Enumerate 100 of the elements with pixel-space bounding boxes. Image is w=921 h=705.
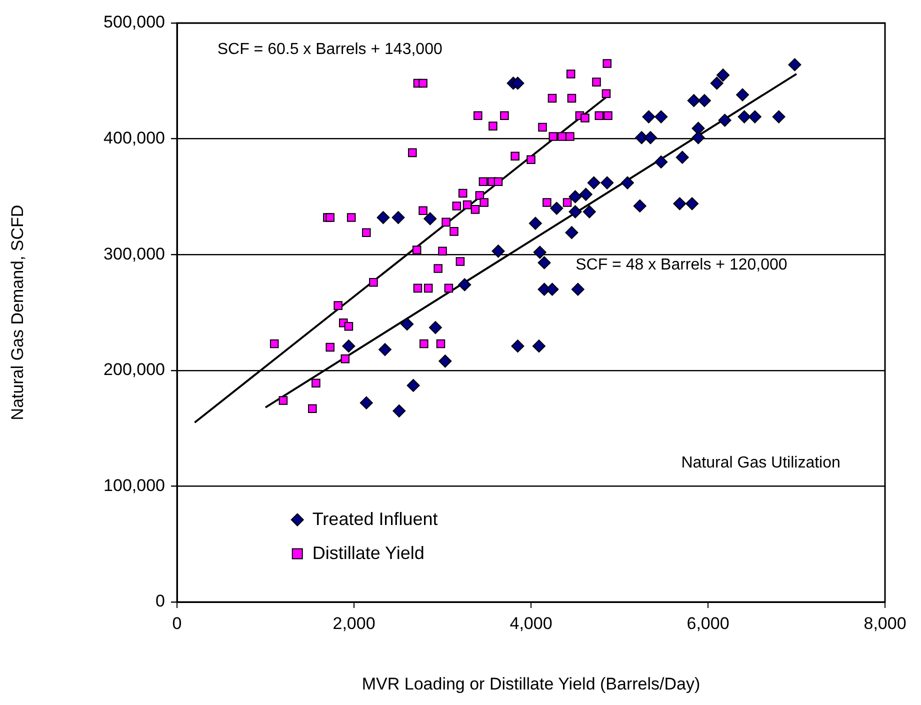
point — [526, 155, 536, 164]
point — [718, 114, 732, 127]
point — [346, 213, 356, 222]
point — [562, 198, 572, 207]
x-tick-label: 2,000 — [332, 614, 376, 633]
point — [676, 150, 689, 164]
point — [587, 176, 600, 190]
point — [538, 122, 547, 132]
point — [494, 177, 503, 186]
point — [458, 188, 468, 198]
point — [710, 76, 724, 90]
point — [424, 284, 433, 293]
point — [654, 155, 668, 168]
y-tick-label: 200,000 — [104, 360, 165, 380]
point — [600, 176, 614, 190]
point — [568, 205, 582, 218]
point — [392, 404, 406, 418]
point — [376, 211, 390, 224]
point — [748, 110, 762, 124]
x-tick-label: 6,000 — [686, 614, 730, 633]
x-tick-label: 0 — [172, 614, 182, 633]
point — [413, 284, 422, 293]
point — [420, 339, 428, 348]
point — [500, 111, 509, 120]
y-axis-title: Natural Gas Demand, SCFD — [8, 204, 27, 420]
point — [270, 339, 279, 348]
point — [788, 58, 802, 72]
y-tick-label: 400,000 — [104, 128, 165, 148]
point — [470, 205, 480, 214]
point — [312, 378, 320, 388]
point — [392, 211, 405, 224]
point — [428, 321, 442, 334]
point — [548, 132, 558, 141]
point — [418, 78, 428, 88]
point — [644, 131, 657, 144]
point — [566, 132, 574, 141]
point — [362, 228, 371, 237]
point — [360, 396, 373, 410]
point — [326, 213, 334, 222]
point — [480, 198, 488, 207]
point — [579, 188, 592, 201]
point — [452, 202, 462, 210]
y-tick-label: 0 — [156, 592, 165, 611]
x-tick-label: 4,000 — [510, 614, 552, 633]
point — [450, 227, 458, 236]
point — [633, 199, 646, 212]
point — [334, 301, 342, 310]
point — [692, 131, 705, 144]
point — [654, 110, 668, 124]
point — [692, 122, 705, 135]
point — [456, 257, 465, 266]
annotation: SCF = 48 x Barrels + 120,000 — [576, 256, 788, 274]
point — [511, 76, 524, 90]
point — [594, 111, 604, 120]
point — [716, 68, 730, 82]
point — [566, 70, 576, 78]
point — [565, 226, 578, 240]
point — [492, 244, 505, 258]
point — [344, 322, 354, 331]
point — [474, 111, 482, 120]
point — [538, 256, 551, 270]
point — [571, 282, 584, 296]
point — [510, 152, 520, 161]
point — [278, 396, 288, 405]
point — [424, 212, 437, 226]
point — [686, 197, 699, 210]
y-tick-label: 500,000 — [104, 12, 165, 32]
point — [736, 88, 750, 102]
point — [542, 198, 552, 207]
point — [592, 78, 601, 86]
x-tick-label: 8,000 — [864, 614, 906, 633]
point — [326, 342, 334, 352]
point — [620, 176, 634, 190]
point — [642, 110, 656, 124]
point — [558, 132, 566, 141]
x-axis-title: MVR Loading or Distillate Yield (Barrels/Day) — [362, 674, 700, 694]
point — [438, 354, 452, 368]
point — [772, 110, 786, 124]
point — [548, 94, 557, 103]
point — [604, 111, 612, 120]
point — [342, 340, 356, 353]
point — [406, 378, 420, 392]
point — [488, 122, 498, 130]
point — [511, 340, 524, 353]
point — [532, 340, 546, 353]
point — [602, 59, 612, 68]
point — [438, 246, 447, 256]
point — [533, 246, 546, 259]
point — [369, 278, 378, 287]
point — [434, 264, 442, 273]
point — [478, 177, 488, 186]
point — [546, 282, 559, 296]
y-tick-label: 300,000 — [104, 244, 165, 264]
point — [412, 246, 422, 254]
point — [687, 94, 700, 108]
point — [340, 354, 350, 364]
annotation: SCF = 60.5 x Barrels + 143,000 — [217, 41, 442, 58]
point — [418, 206, 428, 215]
point — [580, 114, 590, 122]
point — [436, 339, 446, 348]
